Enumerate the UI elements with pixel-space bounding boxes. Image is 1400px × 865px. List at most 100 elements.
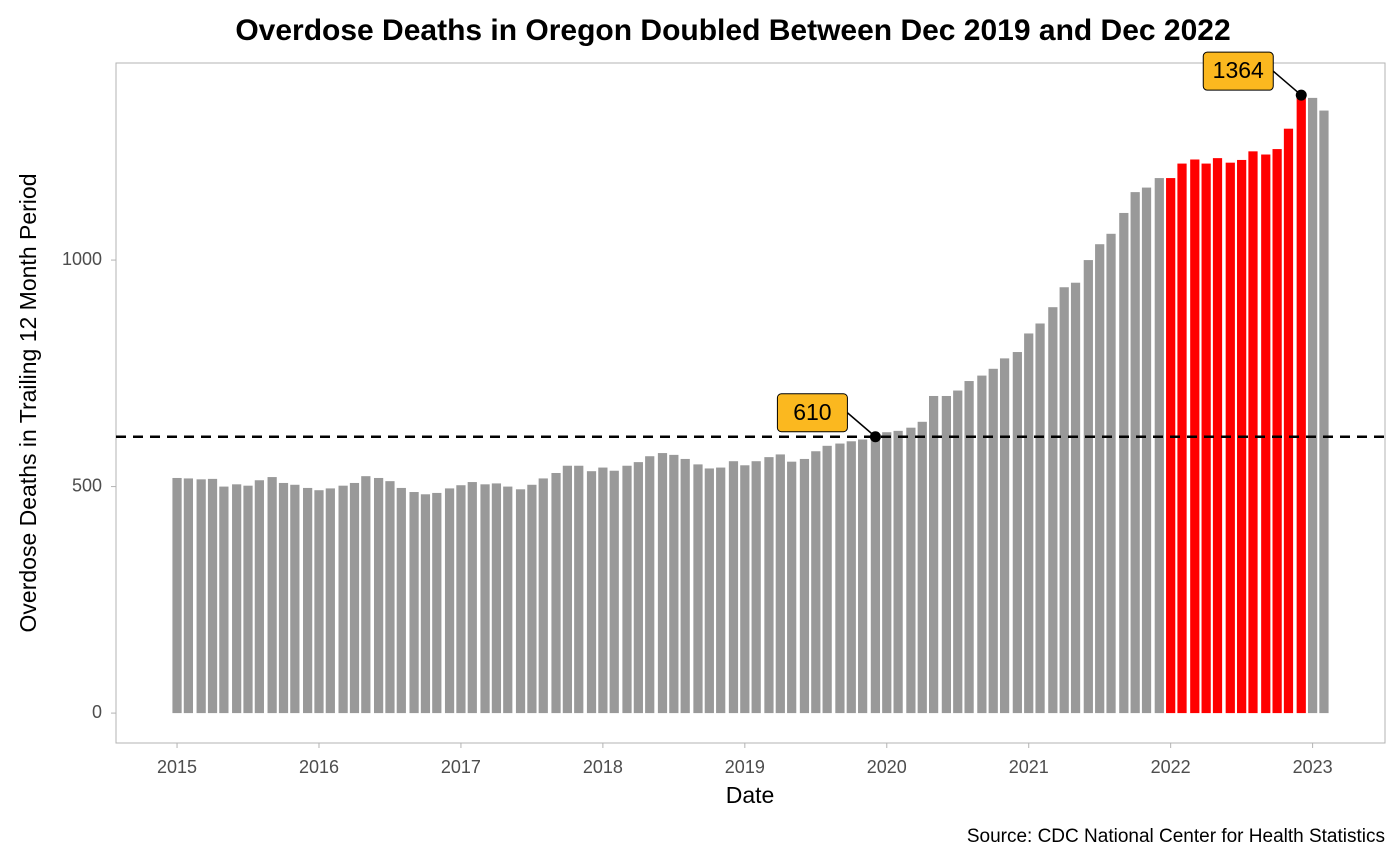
- bar: [1048, 307, 1058, 714]
- bar: [515, 489, 526, 714]
- bar: [325, 488, 335, 714]
- bar: [1319, 110, 1329, 714]
- y-axis-title: Overdose Deaths in Trailing 12 Month Per…: [15, 174, 41, 633]
- bar: [219, 486, 229, 714]
- bar: [1095, 244, 1105, 714]
- annotation-label: 1364: [1213, 57, 1264, 83]
- bar: [232, 484, 242, 714]
- bar: [1166, 178, 1176, 714]
- bar: [338, 485, 348, 714]
- bar: [444, 488, 455, 714]
- annotation-box: [776, 393, 848, 433]
- bar: [1177, 163, 1187, 714]
- bar: [1248, 151, 1258, 714]
- bar: [303, 487, 313, 714]
- bar: [928, 395, 939, 714]
- bar: [764, 457, 774, 714]
- bar: [1024, 333, 1034, 714]
- bar: [893, 430, 903, 714]
- bar: [183, 478, 194, 714]
- bar: [598, 467, 608, 714]
- annotation-point: [1295, 89, 1307, 101]
- bar: [267, 477, 277, 714]
- bar: [846, 441, 856, 714]
- x-tick-label: 2017: [441, 757, 481, 777]
- bar: [467, 482, 477, 714]
- bar: [385, 481, 395, 714]
- bar: [1083, 260, 1093, 714]
- bar: [835, 443, 845, 714]
- bar: [728, 461, 739, 714]
- bar: [811, 451, 821, 714]
- bar: [562, 465, 573, 714]
- source-note: Source: CDC National Center for Health S…: [967, 826, 1385, 847]
- bar: [680, 458, 690, 714]
- bar: [858, 439, 868, 714]
- bar: [1059, 287, 1069, 714]
- annotation-point: [869, 431, 881, 443]
- bar: [1296, 95, 1306, 714]
- bar: [480, 484, 490, 714]
- bar: [456, 485, 466, 714]
- y-tick-label: 0: [92, 702, 102, 722]
- bar: [586, 471, 597, 714]
- bar: [740, 465, 750, 714]
- bar: [964, 381, 974, 714]
- x-tick-label: 2015: [157, 757, 197, 777]
- bar: [574, 465, 584, 714]
- bar: [917, 421, 927, 714]
- bar: [373, 477, 384, 714]
- bar: [538, 478, 548, 714]
- bar: [1201, 163, 1211, 714]
- bar: [1130, 192, 1140, 714]
- bar: [645, 456, 655, 714]
- bar: [196, 479, 206, 714]
- bar: [314, 490, 324, 714]
- y-tick-label: 1000: [62, 249, 102, 269]
- bar: [906, 427, 916, 714]
- bar: [420, 494, 431, 714]
- x-tick-label: 2021: [1009, 757, 1049, 777]
- bar: [290, 484, 300, 714]
- bar: [669, 454, 679, 714]
- bar: [633, 462, 643, 714]
- panel-border: [115, 62, 1386, 744]
- bar: [977, 375, 987, 714]
- bar: [349, 482, 360, 714]
- x-tick-label: 2020: [867, 757, 907, 777]
- bar: [622, 465, 632, 714]
- bar: [551, 472, 561, 714]
- bar: [704, 468, 714, 714]
- bar: [775, 454, 785, 714]
- bar: [278, 482, 289, 714]
- bar: [716, 467, 726, 714]
- bar: [787, 461, 797, 714]
- bar: [1012, 352, 1022, 714]
- bar: [693, 464, 703, 714]
- bar: [999, 358, 1010, 714]
- bar: [1283, 128, 1294, 714]
- bar: [941, 395, 951, 714]
- bar: [207, 478, 218, 714]
- bar: [503, 486, 513, 714]
- bar: [822, 445, 832, 714]
- bar: [1272, 149, 1282, 714]
- bar: [1212, 158, 1223, 714]
- bar: [396, 487, 406, 714]
- x-tick-label: 2019: [725, 757, 765, 777]
- bar: [609, 470, 619, 714]
- annotation-box: [1202, 51, 1274, 91]
- bar: [751, 461, 761, 714]
- x-tick-label: 2018: [583, 757, 623, 777]
- bar: [432, 492, 442, 714]
- annotation-label: 610: [793, 399, 831, 425]
- bar: [1307, 97, 1318, 714]
- bar: [1035, 323, 1045, 714]
- bar: [1070, 282, 1081, 714]
- bar: [1106, 233, 1116, 714]
- bar: [799, 458, 810, 714]
- bar: [491, 483, 502, 714]
- x-tick-label: 2022: [1151, 757, 1191, 777]
- bar: [988, 368, 998, 714]
